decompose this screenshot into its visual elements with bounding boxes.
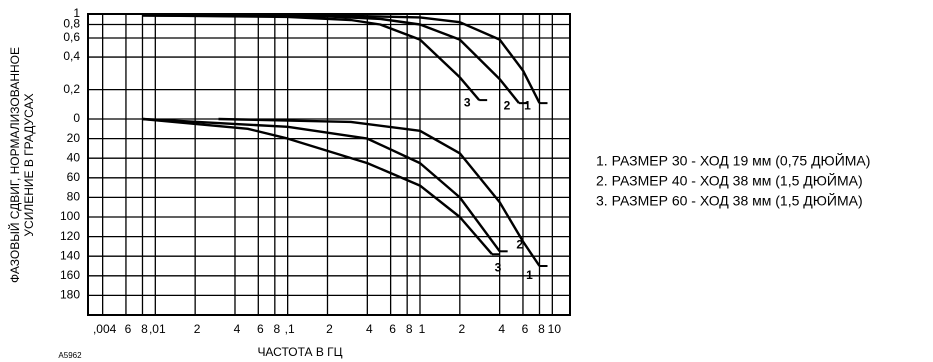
curve-label: 1 bbox=[524, 98, 531, 112]
x-tick-label: 4 bbox=[498, 322, 505, 336]
figure-code: A5962 bbox=[58, 351, 82, 360]
y-tick-label: 80 bbox=[67, 190, 81, 204]
curve bbox=[142, 117, 493, 255]
y2-tick-label: 0,2 bbox=[63, 82, 80, 96]
curve-label: 2 bbox=[504, 98, 511, 112]
curve-label: 3 bbox=[464, 95, 471, 109]
x-tick-label: 4 bbox=[234, 322, 241, 336]
legend-entry: 3. РАЗМЕР 60 - ХОД 38 мм (1,5 ДЮЙМА) bbox=[596, 192, 863, 209]
x-tick-label: 2 bbox=[458, 322, 465, 336]
x-tick-label: 8 bbox=[141, 322, 148, 336]
curve-label: 2 bbox=[516, 237, 523, 251]
curve bbox=[142, 117, 501, 253]
curve bbox=[142, 14, 520, 104]
x-axis-title: ЧАСТОТА В ГЦ bbox=[257, 345, 342, 359]
curve-label: 3 bbox=[495, 260, 502, 274]
x-tick-label: ,01 bbox=[149, 322, 166, 336]
x-tick-label: 8 bbox=[273, 322, 280, 336]
x-tick-label: 1 bbox=[419, 322, 426, 336]
y-axis-title: ФАЗОВЫЙ СДВИГ, НОРМАЛИЗОВАННОЕ УСИЛЕНИЕ … bbox=[7, 47, 36, 283]
legend-entry: 1. РАЗМЕР 30 - ХОД 19 мм (0,75 ДЮЙМА) bbox=[596, 152, 870, 169]
y-tick-label: 180 bbox=[60, 288, 80, 302]
x-tick-label: 6 bbox=[522, 322, 529, 336]
y-tick-label: 100 bbox=[60, 209, 80, 223]
x-tick-label: 4 bbox=[366, 322, 373, 336]
y-tick-label: 0 bbox=[73, 111, 80, 125]
y-tick-label: 40 bbox=[67, 150, 81, 164]
x-tick-label: 6 bbox=[257, 322, 264, 336]
curve-label: 1 bbox=[526, 268, 533, 282]
curve bbox=[142, 14, 481, 101]
y-tick-label: 160 bbox=[60, 268, 80, 282]
curve bbox=[218, 117, 541, 267]
legend-entry: 2. РАЗМЕР 40 - ХОД 38 мм (1,5 ДЮЙМА) bbox=[596, 172, 863, 189]
x-tick-label: 6 bbox=[389, 322, 396, 336]
y-axis-title-line: ФАЗОВЫЙ СДВИГ, НОРМАЛИЗОВАННОЕ bbox=[7, 47, 22, 283]
y-tick-label: 20 bbox=[67, 131, 81, 145]
y2-tick-label: 0,6 bbox=[63, 30, 80, 44]
y-axis-title-line: УСИЛЕНИЕ В ГРАДУСАХ bbox=[22, 93, 36, 236]
x-tick-label: ,004 bbox=[93, 322, 117, 336]
x-tick-label: 6 bbox=[125, 322, 132, 336]
curve bbox=[142, 14, 541, 104]
x-tick-label: 8 bbox=[406, 322, 413, 336]
y2-tick-label: 0,4 bbox=[63, 49, 80, 63]
x-tick-label: 10 bbox=[548, 322, 562, 336]
x-tick-label: 8 bbox=[538, 322, 545, 336]
plot-frame bbox=[87, 13, 571, 316]
y-tick-label: 140 bbox=[60, 248, 80, 262]
x-tick-label: ,1 bbox=[285, 322, 295, 336]
x-tick-label: 2 bbox=[194, 322, 201, 336]
y-tick-label: 60 bbox=[67, 170, 81, 184]
y2-tick-label: 1 bbox=[73, 6, 80, 20]
y2-tick-label: 0,8 bbox=[63, 17, 80, 31]
x-tick-label: 2 bbox=[326, 322, 333, 336]
y-tick-label: 120 bbox=[60, 229, 80, 243]
